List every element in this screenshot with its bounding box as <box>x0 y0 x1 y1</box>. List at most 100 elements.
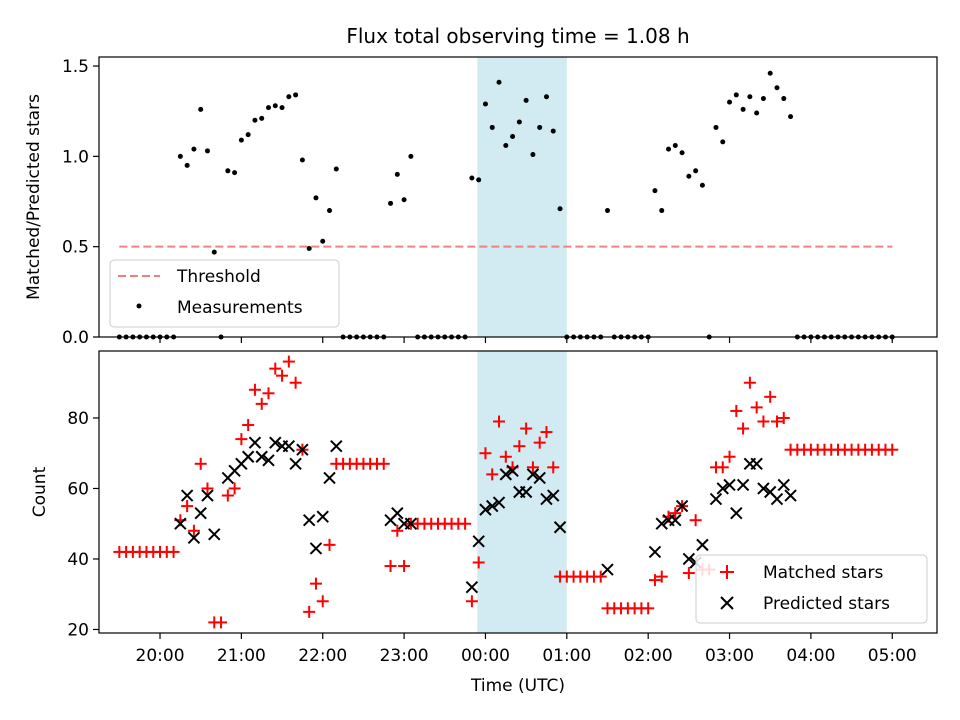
matched-star-point <box>520 422 533 435</box>
x-tick-label: 01:00 <box>542 646 591 666</box>
top-shaded-region <box>477 57 567 337</box>
matched-star-point <box>479 447 492 460</box>
x-tick-label: 22:00 <box>298 646 347 666</box>
measurement-point <box>543 94 549 100</box>
bottom-xlabel: Time (UTC) <box>470 676 565 696</box>
predicted-star-point <box>730 506 743 520</box>
measurement-point <box>788 114 794 120</box>
bottom-y-tick-label: 80 <box>67 409 89 429</box>
measurement-point <box>469 175 475 181</box>
predicted-star-point <box>506 464 519 478</box>
predicted-star-point <box>248 436 262 449</box>
measurement-point <box>408 153 414 159</box>
matched-star-point <box>384 560 397 573</box>
measurement-point <box>760 96 766 102</box>
legend-matched-label: Matched stars <box>763 563 883 583</box>
predicted-star-point <box>547 489 560 502</box>
legend-predicted-swatch <box>720 596 734 610</box>
measurement-point <box>401 197 407 203</box>
predicted-star-point <box>472 535 485 548</box>
predicted-star-point <box>201 489 214 502</box>
measurement-point <box>272 103 278 109</box>
predicted-star-point <box>208 528 221 541</box>
measurement-point <box>476 177 482 183</box>
matched-star-point <box>201 482 214 495</box>
matched-star-point <box>533 436 546 449</box>
measurement-point <box>604 208 610 214</box>
measurement-point <box>699 182 705 188</box>
measurement-point <box>781 96 787 102</box>
matched-star-point <box>777 411 790 424</box>
matched-star-point <box>309 577 322 590</box>
matched-star-point <box>215 616 228 629</box>
measurement-point <box>245 132 251 138</box>
predicted-star-point <box>302 513 316 527</box>
matched-star-point <box>181 500 194 513</box>
matched-stars-points <box>113 355 899 629</box>
matched-star-point <box>547 461 560 474</box>
measurement-point <box>204 148 210 154</box>
measurement-point <box>313 195 319 201</box>
matched-star-point <box>289 376 302 389</box>
matched-star-point <box>377 457 390 470</box>
x-tick-label: 02:00 <box>624 646 673 666</box>
predicted-star-point <box>262 454 275 467</box>
matched-star-point <box>255 397 268 410</box>
bottom-ylabel: Count <box>30 466 50 517</box>
top-axes-frame <box>98 56 938 338</box>
measurement-point <box>306 245 312 251</box>
measurement-point <box>286 94 292 100</box>
predicted-star-point <box>465 580 479 594</box>
matched-star-point <box>750 401 763 414</box>
predicted-star-point <box>526 468 540 481</box>
matched-star-point <box>513 440 526 453</box>
measurement-point <box>557 206 563 212</box>
legend-predicted-label: Predicted stars <box>763 594 890 614</box>
predicted-star-point <box>269 436 282 449</box>
predicted-star-point <box>296 443 309 456</box>
measurement-point <box>754 110 760 116</box>
matched-star-point <box>757 415 770 428</box>
matched-star-point <box>242 419 255 432</box>
predicted-star-point <box>533 471 546 485</box>
predicted-star-point <box>479 503 492 516</box>
matched-star-point <box>743 376 756 389</box>
predicted-star-point <box>682 552 696 566</box>
measurement-point <box>198 106 204 112</box>
bottom-shaded-region <box>477 351 567 633</box>
measurement-point <box>686 173 692 179</box>
measurement-point <box>523 97 529 103</box>
matched-star-point <box>486 468 499 481</box>
top-ylabel: Matched/Predicted stars <box>24 94 44 300</box>
measurement-point <box>720 139 726 145</box>
bottom-legend-box <box>695 554 928 624</box>
predicted-star-point <box>391 506 404 520</box>
measurement-point <box>503 143 509 149</box>
legend-matched-swatch <box>720 565 734 579</box>
measurement-point <box>238 137 244 143</box>
matched-star-point <box>472 556 485 569</box>
predicted-star-point <box>784 489 797 502</box>
predicted-stars-points <box>174 436 797 594</box>
matched-star-point <box>303 605 316 618</box>
matched-star-point <box>248 383 261 396</box>
matched-star-point <box>540 426 553 439</box>
top-x-ticks <box>159 337 893 343</box>
bottom-y-tick-label: 20 <box>67 620 89 640</box>
matched-star-point <box>642 602 655 615</box>
measurement-point <box>265 105 271 111</box>
matched-star-point <box>594 570 607 583</box>
predicted-star-point <box>553 521 567 534</box>
top-y-tick-label: 0.0 <box>62 328 89 348</box>
measurement-point <box>727 99 733 105</box>
matched-star-point <box>689 514 702 527</box>
x-tick-label: 23:00 <box>380 646 429 666</box>
measurement-point <box>666 146 672 152</box>
predicted-star-point <box>404 517 418 530</box>
measurement-point <box>489 124 495 130</box>
measurement-point <box>510 133 516 139</box>
measurement-point <box>713 124 719 130</box>
predicted-star-point <box>750 457 763 471</box>
bottom-legend: Matched stars Predicted stars <box>695 554 928 624</box>
